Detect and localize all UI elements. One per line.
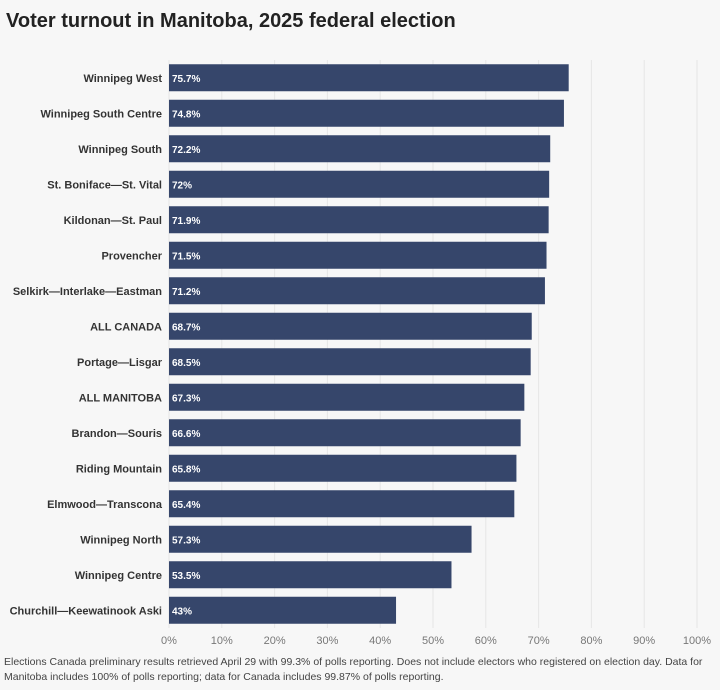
- data-label: 65.4%: [172, 500, 200, 511]
- bar-chart: 0% 10% 20% 30% 40% 50% 60% 70% 80% 90% 100% Winnipe…: [10, 60, 711, 647]
- data-label: 74.8%: [172, 109, 200, 120]
- x-tick-label: 60%: [475, 635, 497, 647]
- x-tick-label: 40%: [369, 635, 391, 647]
- bar: [169, 419, 521, 447]
- x-tick-label: 90%: [633, 635, 655, 647]
- category-label: Elmwood—Transcona: [47, 499, 163, 511]
- bar: [169, 312, 532, 340]
- data-label: 71.9%: [172, 216, 200, 227]
- data-label: 75.7%: [172, 74, 200, 85]
- data-label: 72%: [172, 180, 192, 191]
- category-label: Winnipeg North: [80, 534, 162, 546]
- bar: [169, 454, 517, 482]
- category-label: Winnipeg West: [83, 73, 162, 85]
- category-label: Portage—Lisgar: [77, 357, 163, 369]
- chart-note: Elections Canada preliminary results ret…: [4, 656, 703, 683]
- bar: [169, 348, 531, 376]
- bar: [169, 383, 525, 411]
- x-tick-label: 70%: [528, 635, 550, 647]
- x-tick-label: 30%: [316, 635, 338, 647]
- bar: [169, 206, 549, 234]
- bar: [169, 135, 551, 163]
- category-label: Churchill—Keewatinook Aski: [10, 605, 162, 617]
- data-label: 67.3%: [172, 393, 200, 404]
- bar: [169, 561, 452, 589]
- data-label: 57.3%: [172, 535, 200, 546]
- category-label: Riding Mountain: [76, 463, 162, 475]
- bar: [169, 170, 550, 198]
- data-label: 68.5%: [172, 358, 200, 369]
- data-label: 71.2%: [172, 287, 200, 298]
- chart-title: Voter turnout in Manitoba, 2025 federal …: [6, 10, 456, 32]
- data-label: 72.2%: [172, 145, 200, 156]
- category-label: Brandon—Souris: [72, 428, 162, 440]
- category-label: St. Boniface—St. Vital: [47, 179, 162, 191]
- bar: [169, 490, 515, 518]
- data-label: 53.5%: [172, 571, 200, 582]
- data-label: 65.8%: [172, 464, 200, 475]
- category-label: Winnipeg Centre: [75, 570, 162, 582]
- category-label: ALL MANITOBA: [79, 392, 162, 404]
- category-label: Kildonan—St. Paul: [64, 215, 162, 227]
- data-label: 66.6%: [172, 429, 200, 440]
- x-tick-label: 0%: [161, 635, 177, 647]
- x-tick-label: 10%: [211, 635, 233, 647]
- category-label: Winnipeg South: [78, 144, 162, 156]
- category-label: ALL CANADA: [90, 321, 162, 333]
- x-tick-label: 20%: [264, 635, 286, 647]
- bar: [169, 241, 547, 269]
- x-tick-label: 50%: [422, 635, 444, 647]
- bar: [169, 596, 397, 624]
- category-label: Provencher: [101, 250, 162, 262]
- bar: [169, 64, 569, 92]
- x-tick-label: 100%: [683, 635, 711, 647]
- bar: [169, 99, 564, 127]
- bar: [169, 525, 472, 553]
- data-label: 71.5%: [172, 251, 200, 262]
- data-label: 43%: [172, 606, 192, 617]
- bar: [169, 277, 545, 305]
- category-label: Selkirk—Interlake—Eastman: [13, 286, 162, 298]
- category-label: Winnipeg South Centre: [40, 108, 162, 120]
- x-tick-label: 80%: [580, 635, 602, 647]
- data-label: 68.7%: [172, 322, 200, 333]
